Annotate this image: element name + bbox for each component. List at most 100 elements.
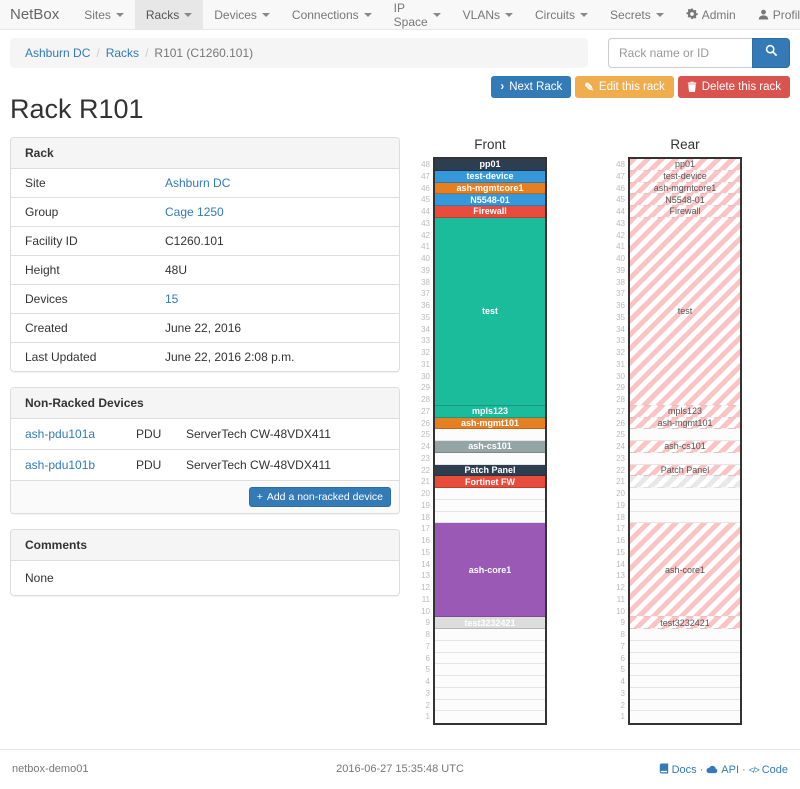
nav-item-circuits[interactable]: Circuits <box>524 0 599 29</box>
unit-number: 14 <box>421 559 430 569</box>
rear-device-test-device[interactable]: test-device <box>630 170 740 183</box>
front-elevation-title: Front <box>474 137 506 152</box>
front-device-mpls123[interactable]: mpls123 <box>435 405 545 418</box>
chevron-down-icon <box>261 12 270 17</box>
comments-panel: Comments None <box>10 529 400 596</box>
unit-number: 42 <box>421 230 430 240</box>
attr-value: 48U <box>165 263 188 277</box>
front-device-ash-cs101[interactable]: ash-cs101 <box>435 441 545 453</box>
unit-number: 4 <box>425 677 430 686</box>
delete-this-rack-button[interactable]: Delete this rack <box>677 76 790 98</box>
unit-number: 29 <box>421 383 430 393</box>
left-column: Rack Site Ashburn DC Group Cage 1250 Facilit… <box>10 137 400 611</box>
rear-device-test[interactable]: test <box>630 217 740 406</box>
nav-item-profile[interactable]: Profile <box>747 0 800 29</box>
search-button[interactable] <box>752 38 790 68</box>
nav-item-ip-space[interactable]: IP Space <box>383 0 452 29</box>
nav-item-admin[interactable]: Admin <box>675 0 747 29</box>
attr-value[interactable]: Ashburn DC <box>165 176 231 190</box>
rear-device-mpls123[interactable]: mpls123 <box>630 405 740 418</box>
unit-number: 41 <box>616 242 625 252</box>
empty-unit <box>435 664 545 676</box>
unit-number: 42 <box>616 230 625 240</box>
unit-number: 46 <box>616 183 625 193</box>
non-racked-panel-heading: Non-Racked Devices <box>11 388 399 419</box>
separator: · <box>699 764 704 776</box>
nav-item-racks[interactable]: Racks <box>134 0 204 29</box>
breadcrumb-row: Ashburn DC / Racks / R101 (C1260.101) <box>0 30 800 68</box>
page-title: Rack R101 <box>10 94 144 124</box>
rear-device-n5548-01[interactable]: N5548-01 <box>630 194 740 206</box>
front-device-patch-panel[interactable]: Patch Panel <box>435 464 545 477</box>
unit-number: 43 <box>421 218 430 228</box>
front-device-fortinet-fw[interactable]: Fortinet FW <box>435 476 545 488</box>
edit-this-rack-button[interactable]: ✎ Edit this rack <box>575 76 674 98</box>
front-device-firewall[interactable]: Firewall <box>435 206 545 218</box>
front-device-n5548-01[interactable]: N5548-01 <box>435 194 545 206</box>
unit-number: 27 <box>421 406 430 416</box>
nav-item-devices[interactable]: Devices <box>203 0 281 29</box>
attr-label: Devices <box>25 292 68 306</box>
add-non-racked-device-button[interactable]: + Add a non-racked device <box>248 487 391 507</box>
attr-value[interactable]: 15 <box>165 292 179 306</box>
unit-number: 45 <box>421 195 430 205</box>
nav-item-sites[interactable]: Sites <box>73 0 135 29</box>
front-device-ash-mgmtcore1[interactable]: ash-mgmtcore1 <box>435 182 545 195</box>
breadcrumb-item[interactable]: Ashburn DC <box>25 46 91 60</box>
rear-device-test3232421[interactable]: test3232421 <box>630 617 740 629</box>
empty-unit <box>630 511 740 524</box>
rack-panel-heading: Rack <box>11 138 399 169</box>
rear-device-pp01[interactable]: pp01 <box>630 159 740 171</box>
front-device-test-device[interactable]: test-device <box>435 170 545 183</box>
rear-device-ash-core1[interactable]: ash-core1 <box>630 523 740 618</box>
rear-device-firewall[interactable]: Firewall <box>630 206 740 218</box>
nav-item-secrets[interactable]: Secrets <box>599 0 675 29</box>
nav-item-connections[interactable]: Connections <box>281 0 383 29</box>
front-device-pp01[interactable]: pp01 <box>435 159 545 171</box>
unit-number: 38 <box>616 277 625 287</box>
attr-value: June 22, 2016 2:08 p.m. <box>165 350 295 364</box>
rear-device-ash-mgmt101[interactable]: ash-mgmt101 <box>630 417 740 430</box>
unit-number: 30 <box>421 371 430 381</box>
empty-unit <box>630 640 740 653</box>
unit-number: 1 <box>620 712 625 722</box>
front-rack-units: pp01 test-device ash-mgmtcore1 N5548-01 Fire… <box>433 157 547 725</box>
unit-number: 21 <box>421 477 430 487</box>
unit-number: 38 <box>421 277 430 287</box>
front-device-ash-core1[interactable]: ash-core1 <box>435 523 545 618</box>
rear-rack-units: pp01 test-device ash-mgmtcore1 N5548-01 Fire… <box>628 157 742 725</box>
rack-attribute-row: Devices 15 <box>11 284 399 313</box>
chevron-down-icon <box>432 12 441 17</box>
front-device-ash-mgmt101[interactable]: ash-mgmt101 <box>435 417 545 430</box>
empty-unit <box>435 676 545 688</box>
empty-unit <box>435 629 545 641</box>
netbox-brand[interactable]: NetBox <box>10 6 60 23</box>
rear-device-ash-mgmtcore1[interactable]: ash-mgmtcore1 <box>630 182 740 195</box>
unit-number: 34 <box>616 324 625 334</box>
next-rack-button[interactable]: › Next Rack <box>491 76 572 98</box>
unit-number: 41 <box>421 242 430 252</box>
rack-attribute-row: Created June 22, 2016 <box>11 313 399 342</box>
front-device-test3232421[interactable]: test3232421 <box>435 617 545 629</box>
unit-number: 1 <box>425 712 430 722</box>
footer-link-api[interactable]: API <box>706 764 739 776</box>
footer-link-code[interactable]: </> Code <box>748 764 789 776</box>
front-device-test[interactable]: test <box>435 217 545 406</box>
breadcrumb-item[interactable]: Racks <box>105 46 140 60</box>
attr-value[interactable]: Cage 1250 <box>165 205 224 219</box>
attr-label: Group <box>25 205 59 219</box>
nav-item-vlans[interactable]: VLANs <box>452 0 524 29</box>
unit-number: 40 <box>616 254 625 263</box>
rear-device-ash-cs101[interactable]: ash-cs101 <box>630 441 740 453</box>
nav-menu: Sites Racks Devices Connections IP Space VLAN… <box>73 0 675 29</box>
gear-icon <box>686 7 698 22</box>
attr-label: Facility ID <box>25 234 78 248</box>
unit-number: 37 <box>616 289 625 299</box>
empty-unit <box>630 499 740 512</box>
search-input[interactable] <box>608 38 752 68</box>
unit-number: 39 <box>616 265 625 275</box>
footer-link-docs[interactable]: Docs <box>659 763 697 776</box>
device-name-link[interactable]: ash-pdu101b <box>25 458 96 472</box>
rear-device-patch-panel[interactable]: Patch Panel <box>630 464 740 477</box>
device-name-link[interactable]: ash-pdu101a <box>25 427 96 441</box>
